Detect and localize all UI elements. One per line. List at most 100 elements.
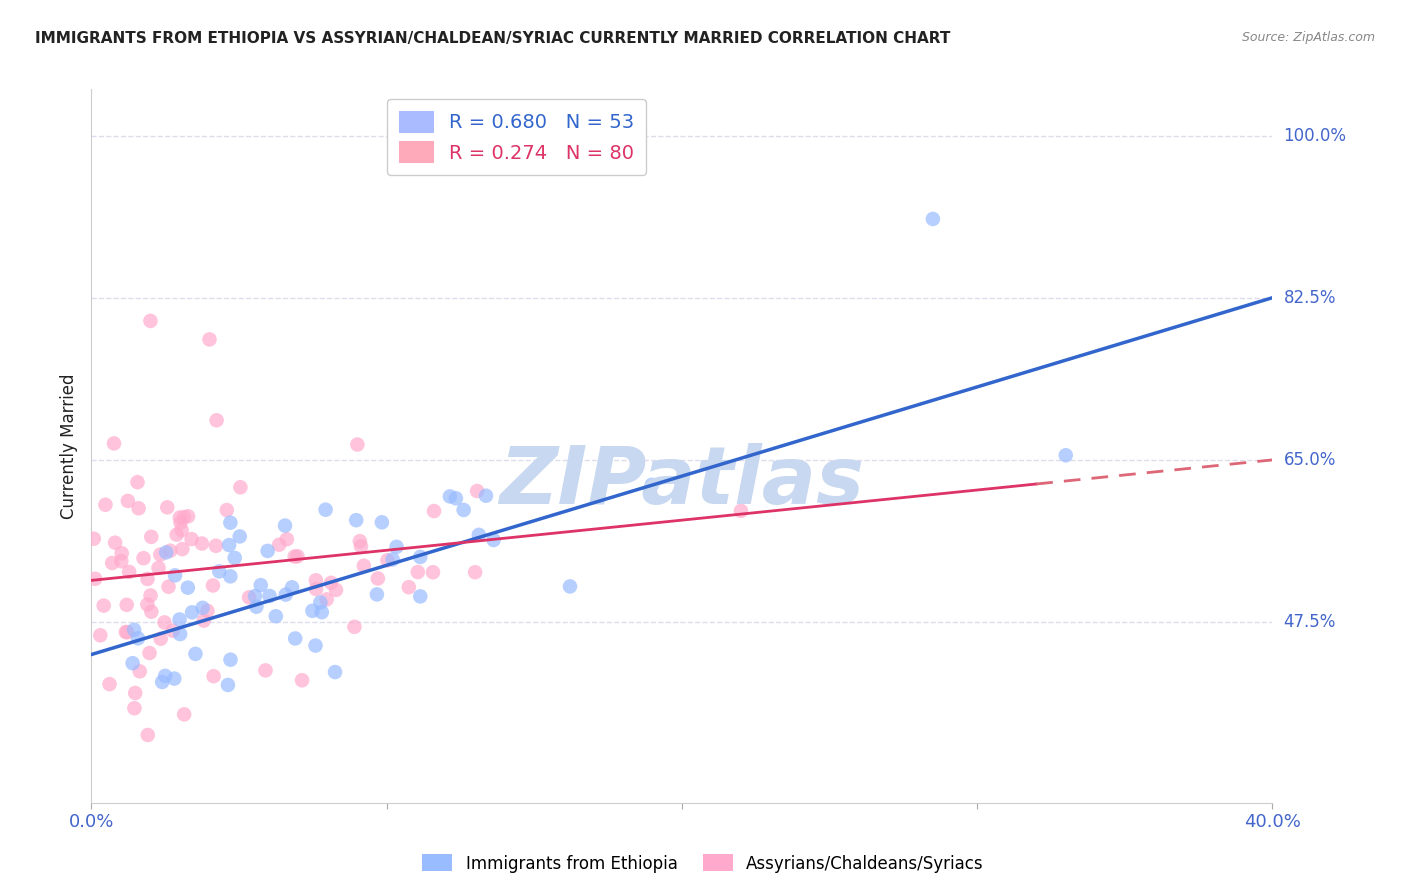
Point [367, 572, 389, 586]
Point [103, 436, 125, 450]
Text: 65.0%: 65.0% [1284, 450, 1336, 469]
Point [139, 589, 162, 603]
Point [124, 701, 146, 715]
Point [208, 565, 231, 579]
Point [353, 558, 375, 573]
Point [89, 628, 111, 642]
Point [180, 532, 202, 546]
Point [218, 538, 240, 552]
Point [1054, 448, 1077, 462]
Point [475, 489, 498, 503]
Text: Source: ZipAtlas.com: Source: ZipAtlas.com [1241, 31, 1375, 45]
Point [309, 595, 332, 609]
Point [349, 534, 371, 549]
Point [163, 672, 186, 686]
Point [169, 516, 191, 530]
Y-axis label: Currently Married: Currently Married [59, 373, 77, 519]
Point [184, 647, 207, 661]
Point [444, 491, 467, 506]
Point [177, 509, 200, 524]
Point [922, 211, 945, 226]
Point [315, 502, 337, 516]
Point [254, 664, 277, 678]
Point [170, 523, 193, 537]
Point [117, 625, 139, 640]
Point [259, 589, 281, 603]
Point [468, 528, 491, 542]
Legend: R = 0.680   N = 53, R = 0.274   N = 80: R = 0.680 N = 53, R = 0.274 N = 80 [387, 99, 647, 175]
Point [118, 565, 141, 579]
Point [169, 510, 191, 524]
Point [104, 535, 127, 549]
Point [198, 333, 221, 347]
Point [269, 538, 291, 552]
Point [136, 572, 159, 586]
Point [274, 518, 297, 533]
Point [202, 669, 225, 683]
Point [122, 623, 145, 637]
Point [344, 513, 367, 527]
Point [173, 510, 195, 524]
Point [148, 561, 170, 575]
Point [115, 598, 138, 612]
Point [169, 627, 191, 641]
Point [163, 568, 186, 582]
Point [84, 572, 107, 586]
Point [346, 437, 368, 451]
Point [117, 494, 139, 508]
Point [305, 582, 328, 596]
Point [149, 548, 172, 562]
Point [141, 605, 163, 619]
Point [215, 503, 238, 517]
Point [110, 554, 132, 568]
Point [371, 516, 394, 530]
Point [228, 529, 250, 543]
Point [217, 678, 239, 692]
Point [406, 565, 429, 579]
Point [366, 587, 388, 601]
Point [243, 589, 266, 603]
Point [153, 615, 176, 630]
Point [136, 598, 159, 612]
Point [385, 540, 408, 554]
Point [159, 543, 181, 558]
Point [197, 604, 219, 618]
Point [98, 677, 121, 691]
Text: ZIPatlas: ZIPatlas [499, 442, 865, 521]
Point [304, 639, 326, 653]
Point [191, 536, 214, 550]
Point [287, 549, 309, 564]
Point [128, 501, 150, 516]
Point [343, 620, 366, 634]
Point [101, 556, 124, 570]
Point [156, 500, 179, 515]
Point [219, 569, 242, 583]
Point [319, 575, 342, 590]
Point [121, 656, 143, 670]
Point [169, 612, 191, 626]
Point [238, 591, 260, 605]
Point [219, 516, 242, 530]
Point [172, 542, 194, 557]
Point [132, 551, 155, 566]
Text: 82.5%: 82.5% [1284, 289, 1336, 307]
Point [301, 604, 323, 618]
Point [409, 590, 432, 604]
Point [219, 653, 242, 667]
Point [558, 579, 581, 593]
Point [128, 665, 150, 679]
Point [111, 546, 134, 560]
Point [157, 580, 180, 594]
Point [205, 539, 228, 553]
Point [124, 686, 146, 700]
Point [264, 609, 287, 624]
Point [377, 553, 399, 567]
Point [641, 478, 664, 492]
Point [114, 625, 136, 640]
Point [224, 550, 246, 565]
Point [350, 540, 373, 554]
Point [284, 549, 307, 564]
Point [381, 552, 404, 566]
Point [193, 614, 215, 628]
Point [249, 578, 271, 592]
